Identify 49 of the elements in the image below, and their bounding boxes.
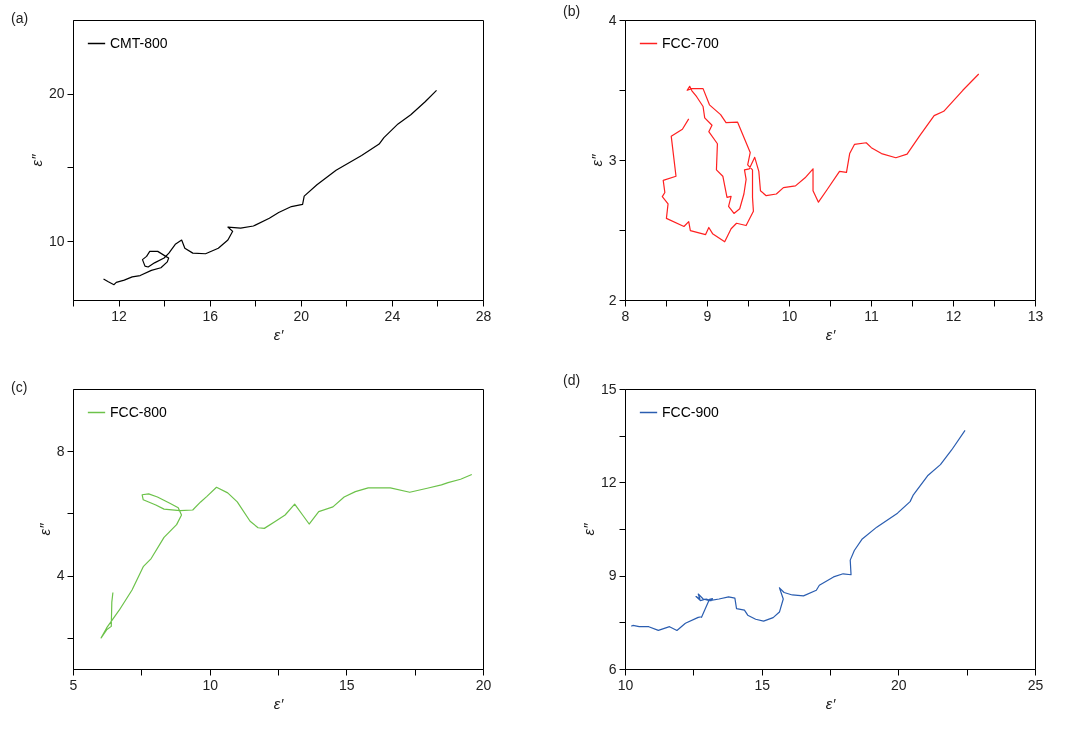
y-tick-label: 20 [48,85,65,102]
x-tick-label: 12 [111,307,128,324]
x-axis-title: ε′ [825,694,837,712]
x-tick-label: 8 [621,307,630,324]
text: (d) [563,372,581,388]
x-tick-label: 10 [202,676,219,693]
y-axis-title: ε″ [27,153,45,167]
y-tick-label: 3 [608,151,617,168]
y-tick-label: 9 [608,567,617,584]
text: (a) [11,10,29,26]
line-series [102,89,438,286]
x-tick-label: 20 [475,676,492,693]
y-tick-label: 8 [56,442,65,459]
x-tick-label: 15 [339,676,355,693]
legend-label: FCC-800 [110,403,168,420]
x-axis-title: ε′ [825,325,837,343]
y-tick-label: 4 [56,567,65,584]
y-tick-label: 2 [608,291,617,308]
x-axis-title: ε′ [273,325,285,343]
y-tick-label: 6 [608,660,617,677]
x-tick-label: 15 [754,676,771,693]
legend-label: FCC-700 [662,34,720,51]
x-axis-title: ε′ [273,694,285,712]
x-tick-label: 20 [891,676,907,693]
y-tick-label: 4 [608,11,617,28]
line-series [100,473,473,639]
y-axis-title: ε″ [587,153,605,167]
x-tick-label: 13 [1027,307,1044,324]
y-axis-title: ε″ [579,522,597,536]
x-tick-label: 10 [781,307,798,324]
text: (c) [11,379,28,395]
y-tick-label: 15 [600,380,617,397]
x-tick-label: 11 [864,307,879,324]
x-tick-label: 16 [202,307,219,324]
line-series [630,429,966,632]
y-tick-label: 10 [48,232,65,249]
text: (b) [563,3,581,19]
x-tick-label: 5 [69,676,78,693]
y-tick-label: 12 [600,473,617,490]
legend-label: FCC-900 [662,403,720,420]
x-tick-label: 9 [703,307,712,324]
x-tick-label: 24 [384,307,401,324]
line-series [661,73,980,243]
legend-label: CMT-800 [110,34,168,51]
y-axis-title: ε″ [35,522,53,536]
x-tick-label: 20 [293,307,310,324]
x-tick-label: 12 [945,307,962,324]
x-tick-label: 25 [1027,676,1044,693]
x-tick-label: 28 [475,307,492,324]
